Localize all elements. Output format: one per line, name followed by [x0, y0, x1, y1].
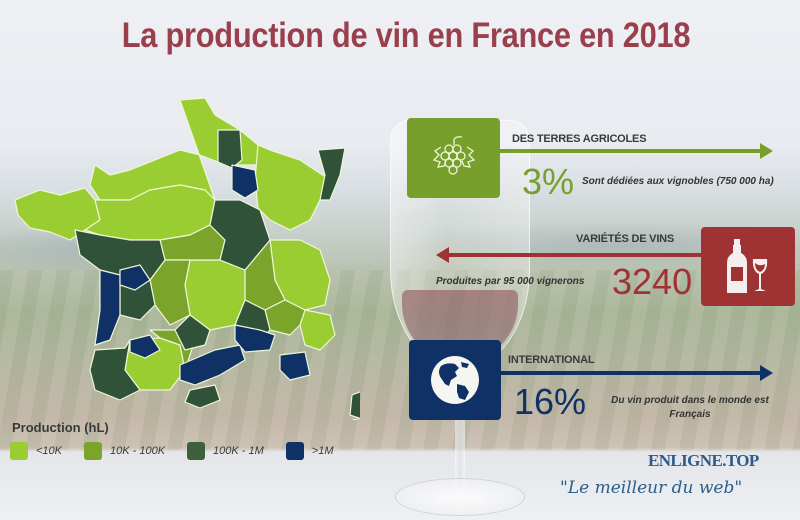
- legend-swatch-lt10k: [10, 442, 28, 460]
- stat-description: Produites par 95 000 vignerons: [436, 276, 585, 287]
- region-southwest-dark: [89, 339, 141, 401]
- brand-slogan: "Le meilleur du web": [560, 478, 743, 498]
- stat-heading: DES TERRES AGRICOLES: [512, 133, 647, 145]
- page-title: La production de vin en France en 2018: [121, 16, 691, 55]
- arrow-left-red: [447, 253, 701, 257]
- arrow-head-right-icon: [760, 365, 773, 381]
- region-gers: [129, 334, 161, 359]
- stat-icon-box-red: [701, 227, 795, 306]
- legend-swatch-gt1m: [285, 442, 304, 460]
- wine-bottle-glass-icon: [727, 238, 768, 293]
- wine-glass-foot: [395, 478, 525, 516]
- region-corsica-south: [351, 418, 360, 420]
- region-charente: [119, 264, 151, 291]
- stat-heading: INTERNATIONAL: [508, 354, 595, 366]
- region-gironde: [94, 269, 121, 346]
- legend-item-lt10k: <10K: [10, 442, 62, 460]
- region-champagne-aube: [217, 129, 243, 169]
- arrow-right-navy: [501, 371, 762, 375]
- stat-icon-box-navy: [409, 340, 501, 420]
- legend-label: >1M: [311, 445, 334, 457]
- region-loire: [74, 229, 166, 281]
- legend-swatch-100k-1m: [187, 442, 206, 460]
- region-gard: [174, 314, 211, 351]
- legend-item-100k-1m: 100K - 1M: [187, 442, 264, 460]
- region-corsica-north: [349, 391, 360, 419]
- legend-swatch-10k-100k: [84, 442, 102, 460]
- legend: <10K 10K - 100K 100K - 1M >1M: [10, 442, 356, 460]
- arrow-head-right-icon: [760, 143, 773, 159]
- wine-glass-stem: [455, 365, 465, 485]
- arrow-right-green: [500, 149, 762, 153]
- legend-label: 10K - 100K: [110, 445, 166, 457]
- stat-heading: VARIÉTÉS DE VINS: [576, 233, 675, 245]
- grapes-icon: [432, 136, 475, 175]
- brand-logo: ENLIGNE.TOP: [648, 451, 759, 470]
- region-var: [279, 351, 311, 381]
- region-alsace: [317, 147, 346, 201]
- stat-description-line: Du vin produit dans le monde est: [611, 395, 769, 406]
- region-burgundy: [209, 199, 271, 271]
- stat-icon-box-green: [407, 118, 500, 198]
- legend-item-10k-100k: 10K - 100K: [84, 442, 165, 460]
- region-vaucluse-gard: [234, 324, 276, 353]
- stat-description: Du vin produit dans le monde est Françai…: [600, 395, 780, 420]
- region-pyrenees-or: [184, 384, 221, 409]
- region-northeast: [254, 144, 331, 231]
- stat-value: 16%: [514, 381, 587, 422]
- region-southeast-coast: [299, 309, 336, 351]
- legend-title: Production (hL): [12, 420, 109, 435]
- france-production-map: [14, 97, 360, 420]
- legend-item-gt1m: >1M: [285, 442, 334, 460]
- stat-description: Sont dédiées aux vignobles (750 000 ha): [582, 176, 774, 187]
- region-aude-herault: [179, 344, 246, 386]
- region-marne: [231, 164, 259, 199]
- stat-value: 3%: [522, 161, 575, 202]
- legend-label: 100K - 1M: [213, 445, 264, 457]
- legend-label: <10K: [36, 445, 62, 457]
- stat-description-line: Français: [669, 409, 711, 420]
- globe-icon: [431, 356, 479, 404]
- stat-value: 3240: [612, 261, 693, 302]
- arrow-head-left-icon: [436, 247, 449, 263]
